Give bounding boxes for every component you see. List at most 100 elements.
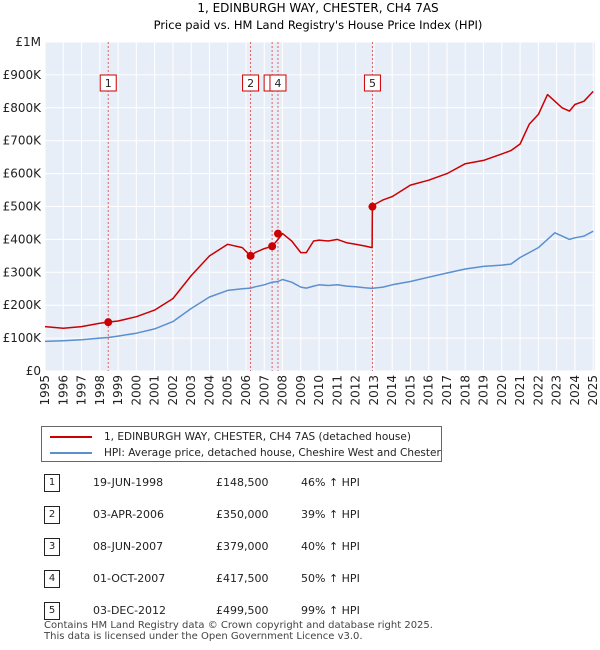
x-tick-label: 1998 — [93, 375, 107, 406]
legend-label-hpi: HPI: Average price, detached house, Ches… — [104, 447, 441, 459]
x-tick-label: 2011 — [330, 375, 344, 406]
x-tick-label: 2023 — [550, 375, 564, 406]
x-tick-label: 2005 — [221, 375, 235, 406]
x-tick-label: 2004 — [202, 375, 216, 406]
legend-item-hpi: HPI: Average price, detached house, Ches… — [50, 445, 441, 461]
sale-point — [268, 242, 277, 251]
sale-date: 03-APR-2006 — [93, 508, 165, 521]
y-tick-label: £100K — [3, 331, 43, 345]
sale-hpi-change: 40% ↑ HPI — [301, 540, 360, 553]
sale-point — [104, 318, 113, 327]
sale-number-badge: 1 — [44, 474, 60, 492]
x-tick-label: 2020 — [495, 375, 509, 406]
x-tick-label: 2003 — [184, 375, 198, 406]
y-tick-label: £300K — [3, 265, 43, 279]
sale-marker-label: 4 — [274, 77, 281, 90]
sale-price: £148,500 — [216, 476, 269, 489]
y-tick-label: £1M — [15, 35, 41, 49]
sale-hpi-change: 99% ↑ HPI — [301, 604, 360, 617]
y-tick-label: £800K — [3, 101, 43, 115]
legend-swatch-hpi — [50, 452, 92, 454]
sale-number-badge: 5 — [44, 602, 60, 620]
sale-point — [368, 202, 377, 211]
legend-label-property: 1, EDINBURGH WAY, CHESTER, CH4 7AS (deta… — [104, 431, 411, 443]
x-tick-label: 1996 — [56, 375, 70, 406]
x-tick-label: 2021 — [513, 375, 527, 406]
sale-points — [104, 202, 377, 327]
table-row: 5 03-DEC-2012 £499,500 99% ↑ HPI — [41, 602, 561, 620]
x-tick-label: 2022 — [531, 375, 545, 406]
series-line — [44, 90, 594, 329]
sale-marker-box — [242, 74, 260, 92]
sale-hpi-change: 50% ↑ HPI — [301, 572, 360, 585]
x-tick-label: 2010 — [312, 375, 326, 406]
sale-number-badge: 3 — [44, 538, 60, 556]
sale-number-badge: 4 — [44, 570, 60, 588]
sale-marker-box — [363, 74, 381, 92]
sale-price: £379,000 — [216, 540, 269, 553]
legend-swatch-property — [50, 436, 92, 438]
sale-price: £350,000 — [216, 508, 269, 521]
series-line — [44, 230, 594, 343]
x-tick-label: 2012 — [349, 375, 363, 406]
x-tick-label: 2017 — [440, 375, 454, 406]
x-tick-label: 2015 — [403, 375, 417, 406]
x-tick-label: 2002 — [166, 375, 180, 406]
x-tick-label: 2025 — [586, 375, 600, 406]
y-axis-labels: £0 £100K £200K £300K £400K £500K £600K £700K £80… — [3, 35, 43, 378]
series-lines — [44, 90, 594, 343]
x-tick-label: 2006 — [239, 375, 253, 406]
sale-point — [246, 251, 255, 260]
price-chart: 1, EDINBURGH WAY, CHESTER, CH4 7AS Price… — [3, 1, 600, 406]
sale-number-badge: 2 — [44, 506, 60, 524]
x-tick-label: 2009 — [294, 375, 308, 406]
table-row: 3 08-JUN-2007 £379,000 40% ↑ HPI — [41, 538, 561, 556]
gridlines — [44, 41, 595, 372]
footer-license: This data is licensed under the Open Gov… — [44, 631, 363, 642]
y-tick-label: £900K — [3, 68, 43, 82]
table-row: 1 19-JUN-1998 £148,500 46% ↑ HPI — [41, 474, 561, 492]
y-tick-label: £700K — [3, 134, 43, 148]
legend-item-property: 1, EDINBURGH WAY, CHESTER, CH4 7AS (deta… — [50, 429, 411, 445]
legend: 1, EDINBURGH WAY, CHESTER, CH4 7AS (deta… — [41, 426, 442, 462]
sale-date: 08-JUN-2007 — [93, 540, 164, 553]
x-tick-label: 2018 — [458, 375, 472, 406]
x-tick-label: 2001 — [148, 375, 162, 406]
x-tick-label: 2008 — [276, 375, 290, 406]
sale-marker-box — [269, 74, 287, 92]
sale-marker-label: 1 — [105, 77, 112, 90]
x-tick-label: 1997 — [75, 375, 89, 406]
x-tick-label: 2014 — [385, 375, 399, 406]
sale-date: 19-JUN-1998 — [93, 476, 164, 489]
y-tick-label: £500K — [3, 200, 43, 214]
sale-marker-label: 2 — [247, 77, 254, 90]
x-axis-labels: 1995 1996 1997 1998 1999 2000 2001 2002 2003 2004… — [38, 375, 600, 406]
x-tick-label: 2013 — [367, 375, 381, 406]
y-tick-label: £600K — [3, 167, 43, 181]
x-tick-label: 2007 — [257, 375, 271, 406]
table-row: 2 03-APR-2006 £350,000 39% ↑ HPI — [41, 506, 561, 524]
footer: Contains HM Land Registry data © Crown c… — [44, 620, 433, 642]
chart-title: 1, EDINBURGH WAY, CHESTER, CH4 7AS — [197, 1, 438, 15]
sale-date: 03-DEC-2012 — [93, 604, 167, 617]
sale-point — [273, 229, 282, 238]
sale-hpi-change: 39% ↑ HPI — [301, 508, 360, 521]
x-tick-label: 2000 — [129, 375, 143, 406]
x-tick-label: 2024 — [568, 375, 582, 406]
sale-price: £417,500 — [216, 572, 269, 585]
x-tick-label: 2019 — [477, 375, 491, 406]
y-tick-label: £200K — [3, 298, 43, 312]
sale-markers: 12345 — [99, 42, 381, 371]
table-row: 4 01-OCT-2007 £417,500 50% ↑ HPI — [41, 570, 561, 588]
sale-marker-box — [99, 74, 117, 92]
y-tick-label: £400K — [3, 232, 43, 246]
sale-date: 01-OCT-2007 — [93, 572, 166, 585]
chart-subtitle: Price paid vs. HM Land Registry's House … — [154, 18, 483, 32]
footer-copyright: Contains HM Land Registry data © Crown c… — [44, 620, 433, 631]
sale-marker-label: 5 — [369, 77, 376, 90]
sale-hpi-change: 46% ↑ HPI — [301, 476, 360, 489]
sale-price: £499,500 — [216, 604, 269, 617]
x-tick-label: 1995 — [38, 375, 52, 406]
x-tick-label: 1999 — [111, 375, 125, 406]
x-tick-label: 2016 — [422, 375, 436, 406]
